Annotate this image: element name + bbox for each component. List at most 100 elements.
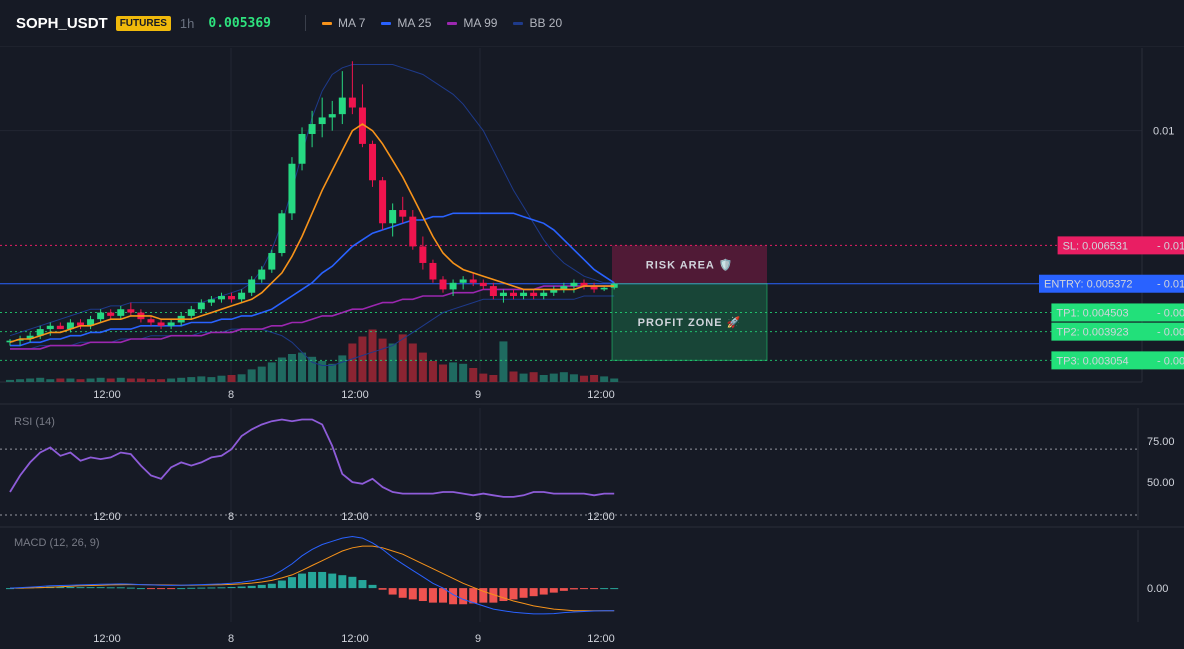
macd-histogram-bar	[146, 588, 155, 590]
legend-ma25-label: MA 25	[397, 16, 432, 30]
candle-body	[97, 312, 105, 320]
macd-histogram-bar	[247, 585, 256, 589]
volume-bar	[579, 375, 588, 382]
candle-body	[469, 279, 477, 283]
candle-body	[419, 246, 427, 263]
macd-histogram-bar	[519, 588, 528, 598]
tp1-price-tag-text: TP1: 0.004503	[1056, 307, 1128, 319]
volume-bar	[509, 371, 518, 382]
candle-body	[207, 299, 215, 303]
time-tick-label: 12:00	[93, 389, 121, 401]
macd-histogram-bar	[610, 588, 619, 590]
candle-body	[298, 133, 306, 164]
volume-bar	[267, 362, 276, 382]
candle-body	[590, 286, 598, 290]
candle-body	[46, 325, 54, 330]
candle-body	[560, 286, 568, 290]
candle-body	[147, 319, 155, 323]
volume-bar	[590, 375, 599, 382]
time-tick-label: 8	[228, 633, 234, 645]
macd-histogram-bar	[6, 588, 14, 590]
macd-histogram-bar	[257, 584, 266, 589]
macd-histogram-bar	[469, 588, 478, 604]
legend-ma99[interactable]: MA 99	[447, 16, 497, 30]
volume-bar	[277, 357, 286, 382]
time-tick-label: 12:00	[341, 389, 369, 401]
macd-histogram-bar	[348, 576, 357, 589]
candle-body	[268, 253, 276, 270]
macd-histogram-bar	[338, 575, 347, 589]
entry-price-tag-axis-value: - 0.01	[1157, 279, 1184, 291]
macd-histogram-bar	[96, 587, 105, 589]
volume-bar	[358, 336, 367, 382]
candle-body	[127, 309, 135, 313]
volume-bar	[348, 343, 357, 382]
candle-body	[439, 279, 447, 290]
volume-bar	[378, 338, 387, 382]
macd-histogram-bar	[479, 588, 488, 603]
volume-bar	[600, 376, 609, 382]
volume-bar	[217, 375, 226, 382]
volume-bar	[489, 375, 498, 382]
tp1-price-tag: TP1: 0.004503 - 0.00	[1051, 303, 1184, 322]
volume-bar	[408, 343, 417, 382]
macd-histogram-bar	[287, 577, 296, 589]
candle-body	[600, 287, 608, 290]
volume-bar	[308, 356, 317, 382]
legend-ma7-label: MA 7	[338, 16, 366, 30]
volume-bar	[16, 379, 25, 382]
volume-bar	[66, 378, 75, 382]
rsi-tick-label: 50.00	[1147, 477, 1175, 489]
legend-ma7[interactable]: MA 7	[322, 16, 365, 30]
candle-body	[238, 292, 246, 300]
macd-histogram-bar	[227, 586, 236, 589]
volume-bar	[428, 361, 437, 382]
macd-histogram-bar	[277, 580, 286, 589]
volume-bar	[559, 372, 568, 382]
macd-histogram-bar	[116, 587, 125, 589]
volume-bar	[449, 362, 458, 382]
price-tick-label: 0.01	[1153, 126, 1174, 138]
time-tick-label: 12:00	[587, 633, 615, 645]
header-divider	[305, 15, 307, 31]
macd-histogram-bar	[197, 587, 206, 589]
tp1-price-tag-bg	[1051, 303, 1184, 322]
macd-histogram-bar	[539, 588, 548, 595]
legend-bb20[interactable]: BB 20	[513, 16, 562, 30]
tp3-price-tag-text: TP3: 0.003054	[1056, 355, 1128, 367]
macd-histogram-bar	[600, 588, 609, 590]
rsi-line	[9, 418, 615, 498]
volume-bar	[368, 329, 377, 382]
volume-bar	[338, 355, 347, 382]
macd-histogram-bar	[237, 586, 246, 589]
entry-price-tag-text: ENTRY: 0.005372	[1044, 279, 1132, 291]
entry-price-tag: ENTRY: 0.005372 - 0.01	[1039, 274, 1184, 293]
time-tick-label: 8	[228, 389, 234, 401]
macd-histogram-bar	[408, 588, 417, 600]
volume-bar	[116, 377, 125, 382]
volume-bar	[469, 368, 478, 382]
candle-body	[409, 216, 417, 247]
volume-bar	[529, 372, 538, 382]
time-tick-label: 9	[475, 389, 481, 401]
macd-histogram-bar	[76, 587, 85, 589]
volume-bar	[298, 352, 307, 382]
macd-histogram-bar	[509, 588, 518, 600]
macd-histogram-bar	[217, 587, 226, 589]
volume-bar	[26, 378, 35, 382]
candle-body	[540, 292, 548, 297]
volume-bar	[36, 377, 45, 382]
candle-body	[328, 114, 336, 118]
sl-price-tag: SL: 0.006531 - 0.01	[1057, 236, 1184, 255]
volume-bar	[237, 374, 246, 382]
tp3-price-tag-bg	[1051, 351, 1184, 370]
timeframe-label[interactable]: 1h	[179, 15, 195, 31]
candle-body	[348, 97, 356, 108]
candle-body	[399, 210, 407, 217]
legend-ma25[interactable]: MA 25	[381, 16, 431, 30]
volume-bar	[398, 334, 407, 382]
time-tick-label: 12:00	[587, 389, 615, 401]
tp2-price-tag-bg	[1051, 322, 1184, 341]
symbol-name[interactable]: SOPH_USDT	[16, 14, 108, 32]
